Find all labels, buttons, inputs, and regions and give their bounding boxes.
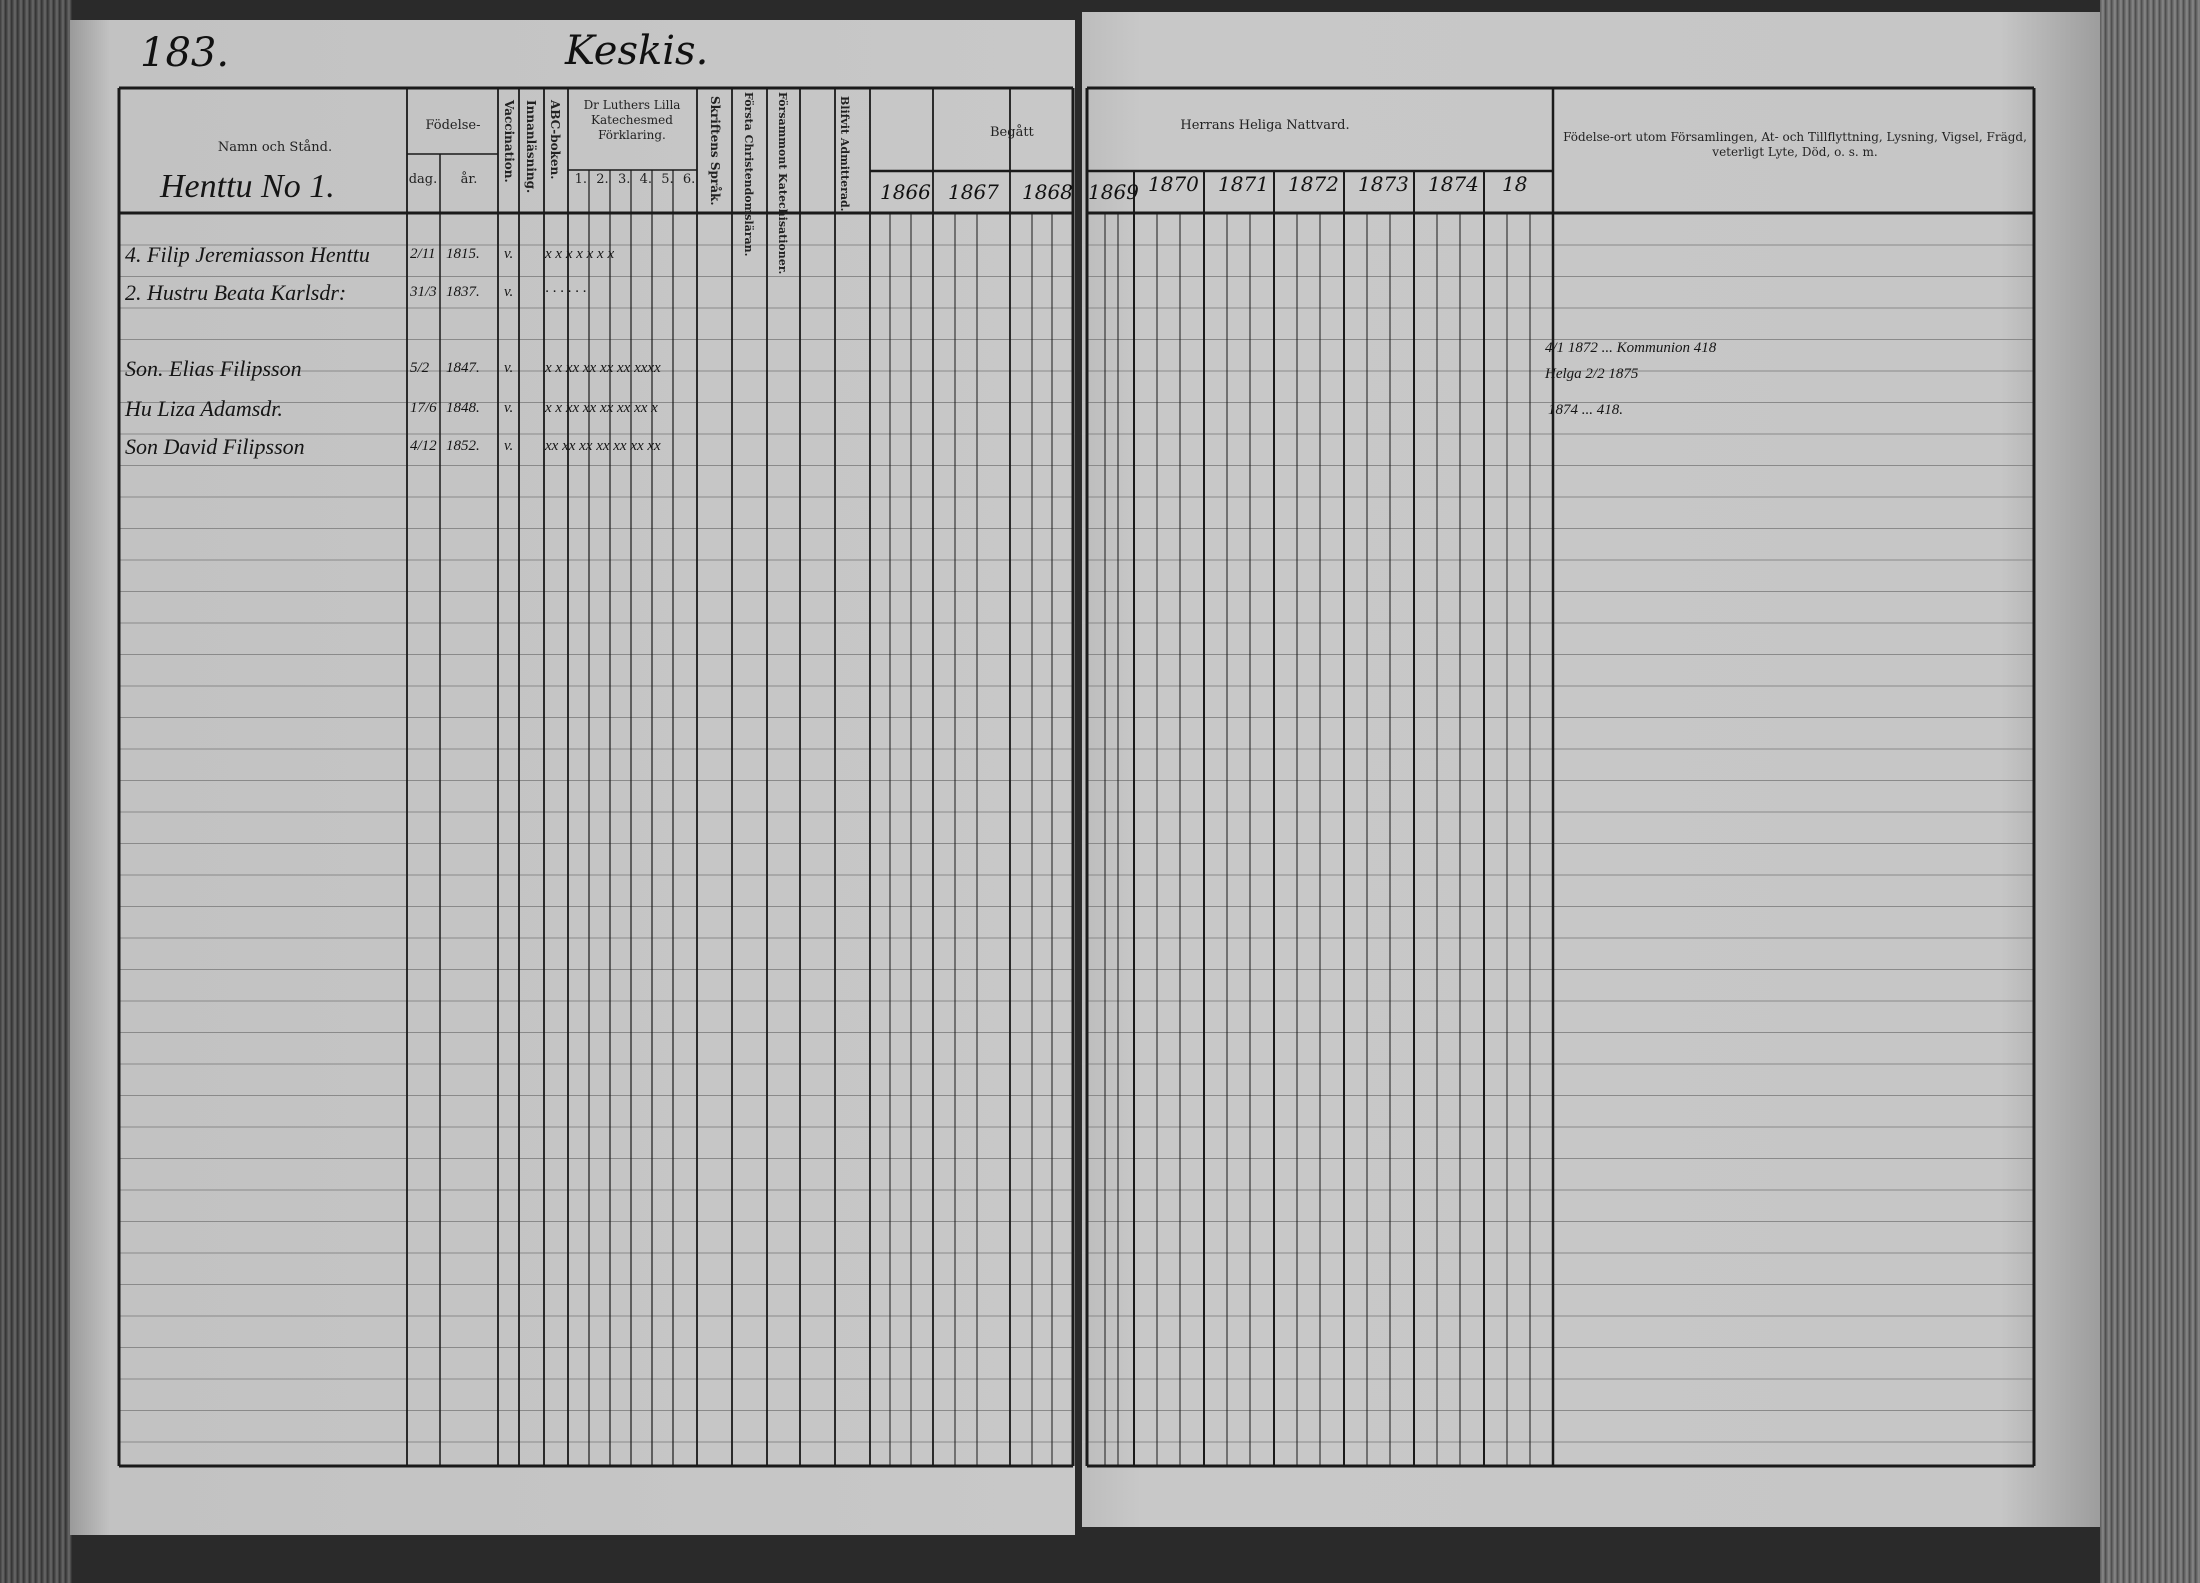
header-scripture: Skriftens Språk. xyxy=(708,96,722,206)
birth-year: 1852. xyxy=(446,438,480,454)
birth-year: 1837. xyxy=(446,284,480,300)
left-page xyxy=(70,20,1075,1535)
remark-line: 1874 ... 418. xyxy=(1548,402,1623,418)
catechism-marks: x x x x x x x xyxy=(545,246,615,262)
header-admitted: Blifvit Admitterad. xyxy=(838,96,851,212)
remark-line: 4/1 1872 ... Kommunion 418 xyxy=(1545,340,1717,356)
header-abc: ABC-boken. xyxy=(548,100,562,180)
year-header: 1873 xyxy=(1358,172,1409,196)
birth-day: 5/2 xyxy=(410,360,430,376)
header-reading: Innanläsning. xyxy=(524,100,538,194)
header-birth: Födelse- xyxy=(425,118,481,133)
header-begatt: Begått xyxy=(990,125,1034,140)
header-remarks: Födelse-ort utom Församlingen, At- och T… xyxy=(1563,130,2027,159)
person-name: 2. Hustru Beata Karlsdr: xyxy=(125,280,347,305)
birth-day: 2/11 xyxy=(410,246,436,262)
village-name: Keskis. xyxy=(565,28,709,74)
birth-year: 1847. xyxy=(446,360,480,376)
header-communion: Herrans Heliga Nattvard. xyxy=(1180,118,1350,133)
header-christianity: Första Christendomsläran. xyxy=(742,92,755,257)
header-catechism-parts: 1. 2. 3. 4. 5. 6. xyxy=(570,172,700,188)
birth-day: 17/6 xyxy=(410,400,437,416)
cat-part: 2. xyxy=(596,172,609,187)
book-edge-right xyxy=(2100,0,2200,1583)
year-header: 1872 xyxy=(1288,172,1339,196)
birth-year: 1815. xyxy=(446,246,480,262)
right-page xyxy=(1082,12,2102,1527)
header-day: dag. xyxy=(408,172,438,187)
birth-year: 1848. xyxy=(446,400,480,416)
vaccination-mark: v. xyxy=(504,360,514,376)
vaccination-mark: v. xyxy=(504,246,514,262)
person-name: Son. Elias Filipsson xyxy=(125,356,302,381)
year-header: 1867 xyxy=(948,180,999,204)
header-name: Namn och Stånd. xyxy=(217,140,333,155)
remark-line: Helga 2/2 1875 xyxy=(1545,366,1639,382)
header-year: år. xyxy=(460,172,478,187)
header-confirmation: Försammont Katechisationer. xyxy=(776,92,789,275)
vaccination-mark: v. xyxy=(504,284,514,300)
catechism-marks: x x xx xx xx xx xxxx xyxy=(545,360,661,376)
header-vaccination: Vaccination. xyxy=(502,100,516,183)
catechism-marks: xx xx xx xx xx xx xx xyxy=(545,438,661,454)
person-name: 4. Filip Jeremiasson Henttu xyxy=(125,242,370,267)
header-catechism: Dr Luthers Lilla Katechesmed Förklaring. xyxy=(583,98,681,142)
year-header: 1874 xyxy=(1428,172,1479,196)
cat-part: 1. xyxy=(574,172,588,187)
page-number: 183. xyxy=(140,30,230,76)
birth-day: 4/12 xyxy=(410,438,437,454)
year-header: 1869 xyxy=(1088,180,1139,204)
year-header: 18 xyxy=(1502,172,1528,196)
vaccination-mark: v. xyxy=(504,400,514,416)
birth-day: 31/3 xyxy=(410,284,437,300)
cat-part: 4. xyxy=(639,172,652,187)
vaccination-mark: v. xyxy=(504,438,514,454)
year-header: 1866 xyxy=(880,180,931,204)
catechism-marks: x x xx xx xx xx xx x xyxy=(545,400,658,416)
book-edge-left xyxy=(0,0,72,1583)
year-header: 1870 xyxy=(1148,172,1199,196)
catechism-marks: · · · · · · xyxy=(545,284,587,300)
year-header: 1868 xyxy=(1022,180,1073,204)
cat-part: 6. xyxy=(682,172,696,187)
household-name: Henttu No 1. xyxy=(160,168,335,205)
person-name: Son David Filipsson xyxy=(125,434,305,459)
year-header: 1871 xyxy=(1218,172,1269,196)
cat-part: 3. xyxy=(617,172,631,187)
cat-part: 5. xyxy=(661,172,674,187)
person-name: Hu Liza Adamsdr. xyxy=(125,396,283,421)
